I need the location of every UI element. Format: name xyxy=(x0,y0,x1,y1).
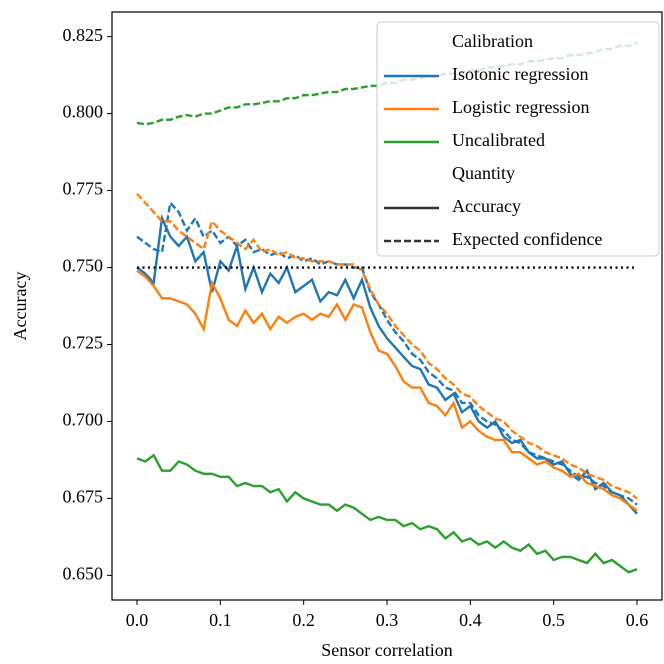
y-tick-label: 0.675 xyxy=(63,487,104,507)
x-tick-label: 0.5 xyxy=(542,610,565,630)
confidence-line xyxy=(136,200,638,506)
y-tick-label: 0.650 xyxy=(63,563,104,583)
legend-label: Isotonic regression xyxy=(452,64,588,84)
legend-box xyxy=(376,21,660,257)
x-axis-label: Sensor correlation xyxy=(321,640,452,660)
legend-label: Uncalibrated xyxy=(452,130,545,150)
x-tick-label: 0.2 xyxy=(292,610,315,630)
legend-label: Logistic regression xyxy=(452,97,589,117)
accuracy-line xyxy=(136,269,638,512)
x-tick-label: 0.4 xyxy=(459,610,482,630)
y-tick-label: 0.700 xyxy=(63,410,104,430)
accuracy-line xyxy=(136,453,638,574)
x-tick-label: 0.0 xyxy=(126,610,149,630)
y-tick-label: 0.825 xyxy=(63,25,104,45)
confidence-line xyxy=(136,192,638,500)
x-tick-label: 0.3 xyxy=(376,610,399,630)
x-tick-label: 0.1 xyxy=(209,610,232,630)
y-tick-label: 0.800 xyxy=(63,102,104,122)
y-tick-label: 0.725 xyxy=(63,333,104,353)
x-tick-label: 0.6 xyxy=(626,610,649,630)
legend-label: Expected confidence xyxy=(452,229,602,249)
legend-title: Quantity xyxy=(452,163,515,183)
legend-title: Calibration xyxy=(452,31,533,51)
y-tick-label: 0.775 xyxy=(63,179,104,199)
accuracy-line xyxy=(136,213,638,515)
legend-label: Accuracy xyxy=(452,196,521,216)
y-tick-label: 0.750 xyxy=(63,256,104,276)
y-axis-label: Accuracy xyxy=(10,272,30,341)
plot-frame xyxy=(111,11,663,601)
